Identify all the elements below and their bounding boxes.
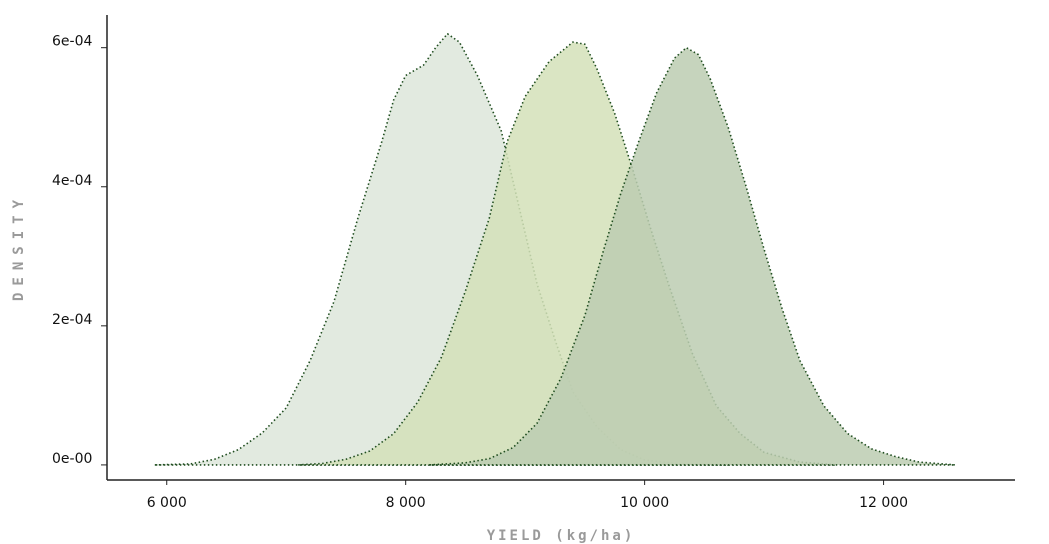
y-tick-label: 2e-04	[52, 312, 92, 328]
y-tick-label: 6e-04	[52, 34, 92, 50]
y-tick-label: 0e-00	[52, 451, 92, 467]
density-area-3	[428, 46, 957, 466]
x-tick-label: 12 000	[859, 495, 908, 511]
series-layer	[154, 33, 957, 466]
x-tick-label: 6 000	[147, 495, 187, 511]
tick-layer: 6 000 8 000 10 000 12 000 0e-00 2e-04 4e-04 6e-…	[52, 34, 908, 511]
y-axis-title: DENSITY	[11, 193, 27, 301]
density-area-1	[154, 33, 730, 466]
y-tick-label: 4e-04	[52, 173, 92, 189]
x-tick-label: 10 000	[620, 495, 669, 511]
x-tick-label: 8 000	[386, 495, 426, 511]
x-axis-title: YIELD (kg/ha)	[487, 528, 636, 544]
